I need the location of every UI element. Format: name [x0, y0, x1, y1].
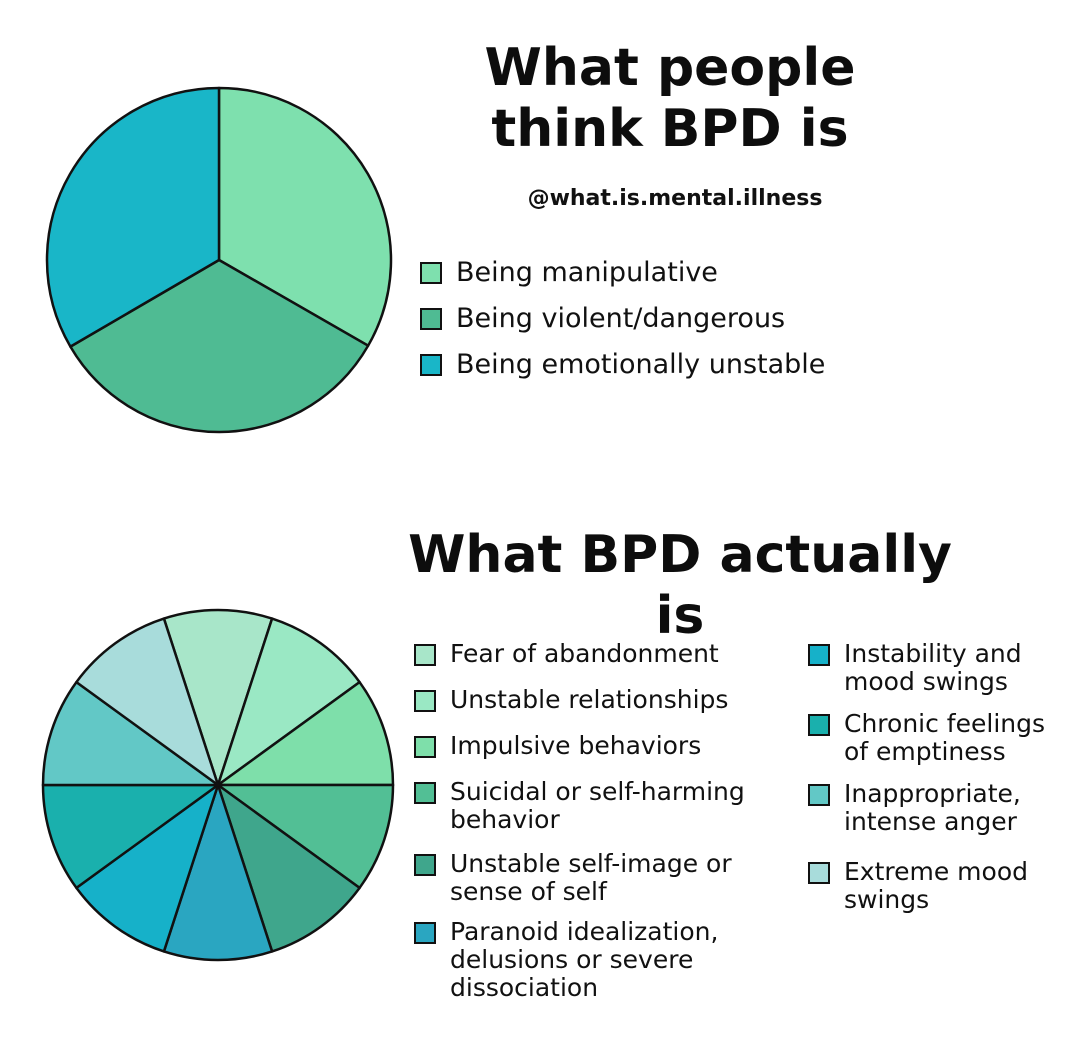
legend-item: Fear of abandonment — [414, 640, 804, 668]
legend-label: Unstable self-image or sense of self — [450, 849, 732, 906]
legend-item: Instability and mood swings — [808, 640, 1073, 696]
legend-what-people-think: Being manipulative Being violent/dangerou… — [420, 258, 825, 396]
legend-item: Inappropriate, intense anger — [808, 780, 1073, 836]
pie-slice-0-0 — [217, 86, 393, 347]
pie-slice-1-1 — [216, 617, 361, 787]
legend-label: Extreme mood swings — [844, 857, 1028, 914]
pie-chart-what-bpd-actually-is — [41, 608, 395, 962]
legend-label: Unstable relationships — [450, 685, 729, 714]
legend-actual-column-1: Fear of abandonment Unstable relationship… — [414, 640, 804, 1002]
legend-item: Extreme mood swings — [808, 858, 1073, 914]
legend-label: Being manipulative — [456, 257, 718, 288]
legend-label: Fear of abandonment — [450, 639, 719, 668]
legend-label: Inappropriate, intense anger — [844, 779, 1021, 836]
chart-title-what-bpd-actually-is: What BPD actually is — [408, 525, 952, 647]
pie-slice-1-2 — [216, 680, 395, 787]
legend-item: Unstable self-image or sense of self — [414, 850, 804, 906]
legend-item: Chronic feelings of emptiness — [808, 710, 1073, 766]
legend-item: Paranoid idealization, delusions or seve… — [414, 918, 804, 1002]
legend-swatch — [808, 714, 830, 736]
chart-title-what-people-think: What people think BPD is — [484, 38, 856, 160]
pie-slice-1-5 — [162, 783, 274, 962]
pie-slice-1-9 — [75, 617, 220, 787]
legend-label: Paranoid idealization, delusions or seve… — [450, 917, 719, 1002]
legend-swatch — [414, 922, 436, 944]
legend-label: Suicidal or self-harming behavior — [450, 777, 745, 834]
legend-swatch — [414, 854, 436, 876]
pie-slice-1-4 — [216, 783, 361, 953]
legend-item: Impulsive behaviors — [414, 732, 804, 760]
legend-label: Impulsive behaviors — [450, 731, 702, 760]
legend-actual-column-2: Instability and mood swings Chronic feeli… — [808, 640, 1073, 914]
author-handle: @what.is.mental.illness — [527, 186, 823, 211]
pie-slice-0-1 — [69, 258, 370, 434]
legend-swatch — [414, 736, 436, 758]
legend-swatch — [414, 782, 436, 804]
legend-swatch — [808, 862, 830, 884]
legend-swatch — [414, 644, 436, 666]
legend-swatch — [414, 690, 436, 712]
legend-swatch — [808, 784, 830, 806]
legend-swatch — [420, 354, 442, 376]
legend-swatch — [420, 262, 442, 284]
legend-item: Unstable relationships — [414, 686, 804, 714]
legend-label: Chronic feelings of emptiness — [844, 709, 1046, 766]
legend-label: Being emotionally unstable — [456, 349, 826, 380]
pie-slice-1-6 — [75, 783, 220, 953]
pie-slice-1-3 — [216, 783, 395, 890]
pie-chart-what-people-think — [45, 86, 393, 434]
legend-label: Instability and mood swings — [844, 639, 1022, 696]
pie-slice-0-2 — [45, 86, 221, 348]
legend-item: Being emotionally unstable — [420, 350, 825, 380]
legend-swatch — [808, 644, 830, 666]
legend-swatch — [420, 308, 442, 330]
pie-slice-1-8 — [41, 680, 220, 787]
pie-slice-1-7 — [41, 783, 220, 890]
pie-slice-1-0 — [162, 608, 274, 787]
legend-item: Being violent/dangerous — [420, 304, 825, 334]
legend-item: Suicidal or self-harming behavior — [414, 778, 804, 834]
legend-label: Being violent/dangerous — [456, 303, 786, 334]
legend-item: Being manipulative — [420, 258, 825, 288]
